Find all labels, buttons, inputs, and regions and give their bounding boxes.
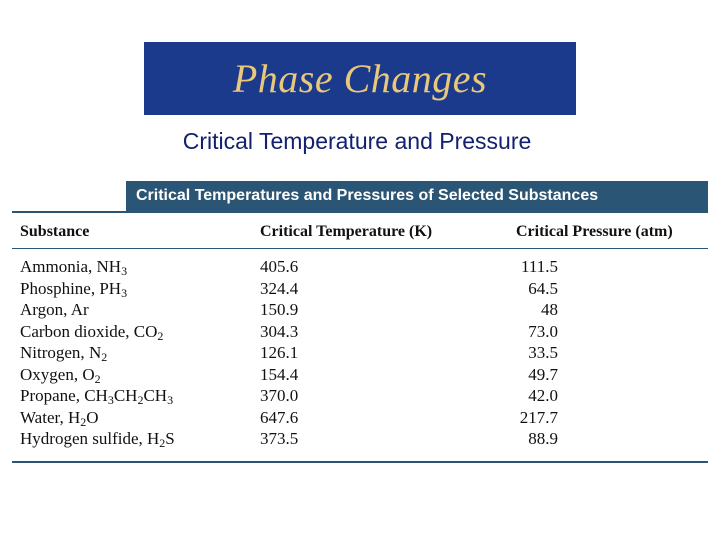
substance-name: Water, bbox=[20, 407, 68, 427]
critical-temperature-cell: 373.5 bbox=[260, 429, 299, 448]
critical-pressure-cell: 88.9 bbox=[528, 429, 558, 448]
table-header-rule bbox=[12, 248, 708, 249]
table-row: Water, H2O 647.6 217.7 bbox=[0, 408, 720, 430]
substance-name: Hydrogen sulfide, bbox=[20, 429, 148, 448]
substance-name: Carbon dioxide, bbox=[20, 321, 134, 341]
substance-name: Ammonia, bbox=[20, 257, 97, 276]
substance-cell: Nitrogen, N2 bbox=[20, 343, 107, 363]
substance-name: Oxygen, bbox=[20, 364, 83, 384]
substance-name: Nitrogen, bbox=[20, 343, 89, 362]
title-banner: Phase Changes bbox=[144, 42, 576, 115]
substance-cell: Water, H2O bbox=[20, 408, 99, 428]
substance-cell: Carbon dioxide, CO2 bbox=[20, 322, 163, 342]
table-body: Ammonia, NH3 405.6 111.5 Phosphine, PH3 324.… bbox=[0, 257, 720, 451]
substance-name: Argon, bbox=[20, 300, 71, 319]
substance-name: Phosphine, bbox=[20, 278, 100, 298]
column-header-critical-temperature: Critical Temperature (K) bbox=[260, 223, 433, 240]
critical-temperature-cell: 150.9 bbox=[260, 300, 299, 319]
substance-formula: NH3 bbox=[96, 257, 128, 278]
table-row: Ammonia, NH3 405.6 111.5 bbox=[0, 257, 720, 279]
critical-temperature-cell: 154.4 bbox=[260, 364, 299, 384]
critical-temperature-cell: 304.3 bbox=[260, 321, 299, 341]
substance-formula: N2 bbox=[88, 343, 108, 364]
critical-pressure-cell: 73.0 bbox=[528, 321, 558, 341]
table-row: Argon, Ar 150.9 48 bbox=[0, 300, 720, 322]
page-title: Phase Changes bbox=[232, 56, 488, 101]
table-caption: Critical Temperatures and Pressures of S… bbox=[126, 181, 708, 211]
critical-pressure-cell: 42.0 bbox=[528, 386, 558, 405]
table-row: Phosphine, PH3 324.4 64.5 bbox=[0, 279, 720, 301]
critical-temperature-cell: 370.0 bbox=[260, 386, 299, 405]
table-row: Oxygen, O2 154.4 49.7 bbox=[0, 365, 720, 387]
critical-temperature-cell: 126.1 bbox=[260, 343, 299, 362]
critical-pressure-cell: 64.5 bbox=[528, 278, 558, 298]
substance-cell: Hydrogen sulfide, H2S bbox=[20, 429, 175, 449]
critical-temperature-cell: 324.4 bbox=[260, 278, 299, 298]
table-row: Carbon dioxide, CO2 304.3 73.0 bbox=[0, 322, 720, 344]
substance-name: Propane, bbox=[20, 386, 85, 405]
substance-cell: Ammonia, NH3 bbox=[20, 257, 127, 277]
page-subtitle: Critical Temperature and Pressure bbox=[182, 128, 532, 154]
critical-pressure-cell: 49.7 bbox=[528, 364, 558, 384]
substance-formula: H2S bbox=[147, 429, 175, 450]
critical-pressure-cell: 111.5 bbox=[521, 257, 558, 276]
critical-temperature-cell: 405.6 bbox=[260, 257, 299, 276]
critical-pressure-cell: 33.5 bbox=[528, 343, 558, 362]
critical-pressure-cell: 48 bbox=[541, 300, 558, 319]
critical-temperature-cell: 647.6 bbox=[260, 407, 299, 427]
substance-formula: CO2 bbox=[133, 321, 164, 343]
column-header-critical-pressure: Critical Pressure (atm) bbox=[516, 223, 673, 240]
table-row: Propane, CH3CH2CH3 370.0 42.0 bbox=[0, 386, 720, 408]
substance-cell: Argon, Ar bbox=[20, 300, 89, 320]
table-top-rule bbox=[12, 211, 708, 213]
substance-formula: PH3 bbox=[99, 278, 128, 300]
substance-formula: Ar bbox=[70, 300, 89, 319]
substance-formula: CH3CH2CH3 bbox=[84, 386, 174, 407]
substance-cell: Phosphine, PH3 bbox=[20, 279, 127, 299]
substance-cell: Oxygen, O2 bbox=[20, 365, 101, 385]
critical-pressure-cell: 217.7 bbox=[519, 407, 558, 427]
substance-cell: Propane, CH3CH2CH3 bbox=[20, 386, 173, 406]
substance-formula: H2O bbox=[67, 407, 99, 429]
column-header-substance: Substance bbox=[20, 223, 90, 240]
table-row: Nitrogen, N2 126.1 33.5 bbox=[0, 343, 720, 365]
table-row: Hydrogen sulfide, H2S 373.5 88.9 bbox=[0, 429, 720, 451]
substance-formula: O2 bbox=[82, 364, 101, 386]
table-bottom-rule bbox=[12, 461, 708, 463]
